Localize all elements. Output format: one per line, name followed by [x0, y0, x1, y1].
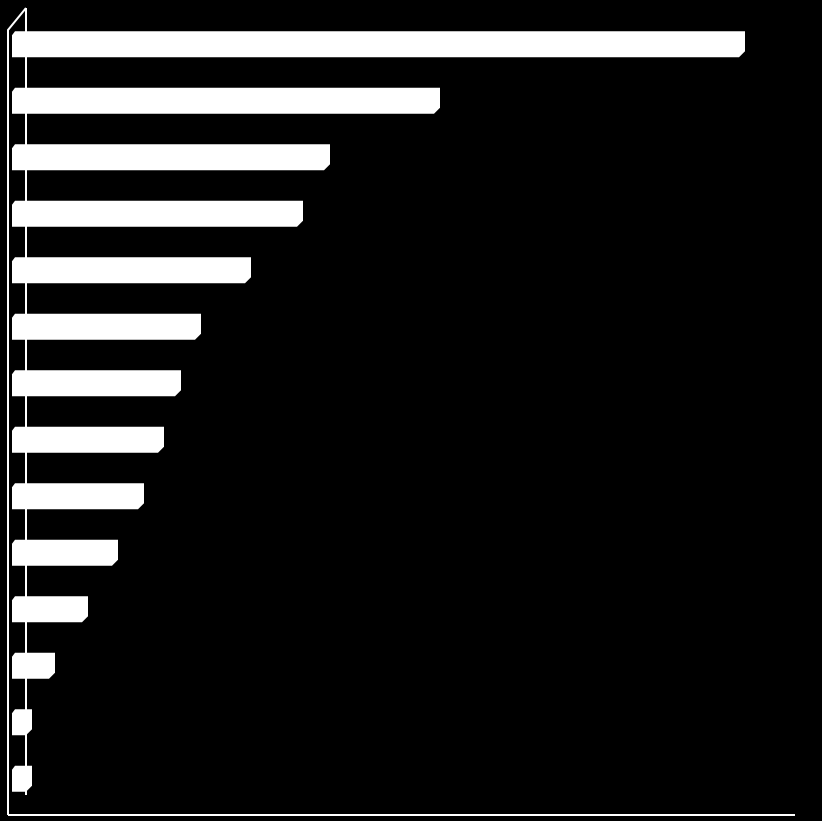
bar: [12, 87, 440, 114]
bar: [12, 539, 118, 566]
bar: [12, 709, 32, 736]
bar: [12, 200, 303, 227]
bar: [12, 652, 55, 679]
bar: [12, 257, 251, 284]
bar: [12, 765, 32, 792]
bars: [12, 31, 745, 792]
bar: [12, 370, 181, 397]
bar: [12, 483, 144, 510]
bar: [12, 31, 745, 58]
left-wall-edge: [7, 7, 27, 815]
bar: [12, 313, 201, 340]
bar: [12, 596, 88, 623]
bar: [12, 426, 164, 453]
bar: [12, 144, 330, 171]
